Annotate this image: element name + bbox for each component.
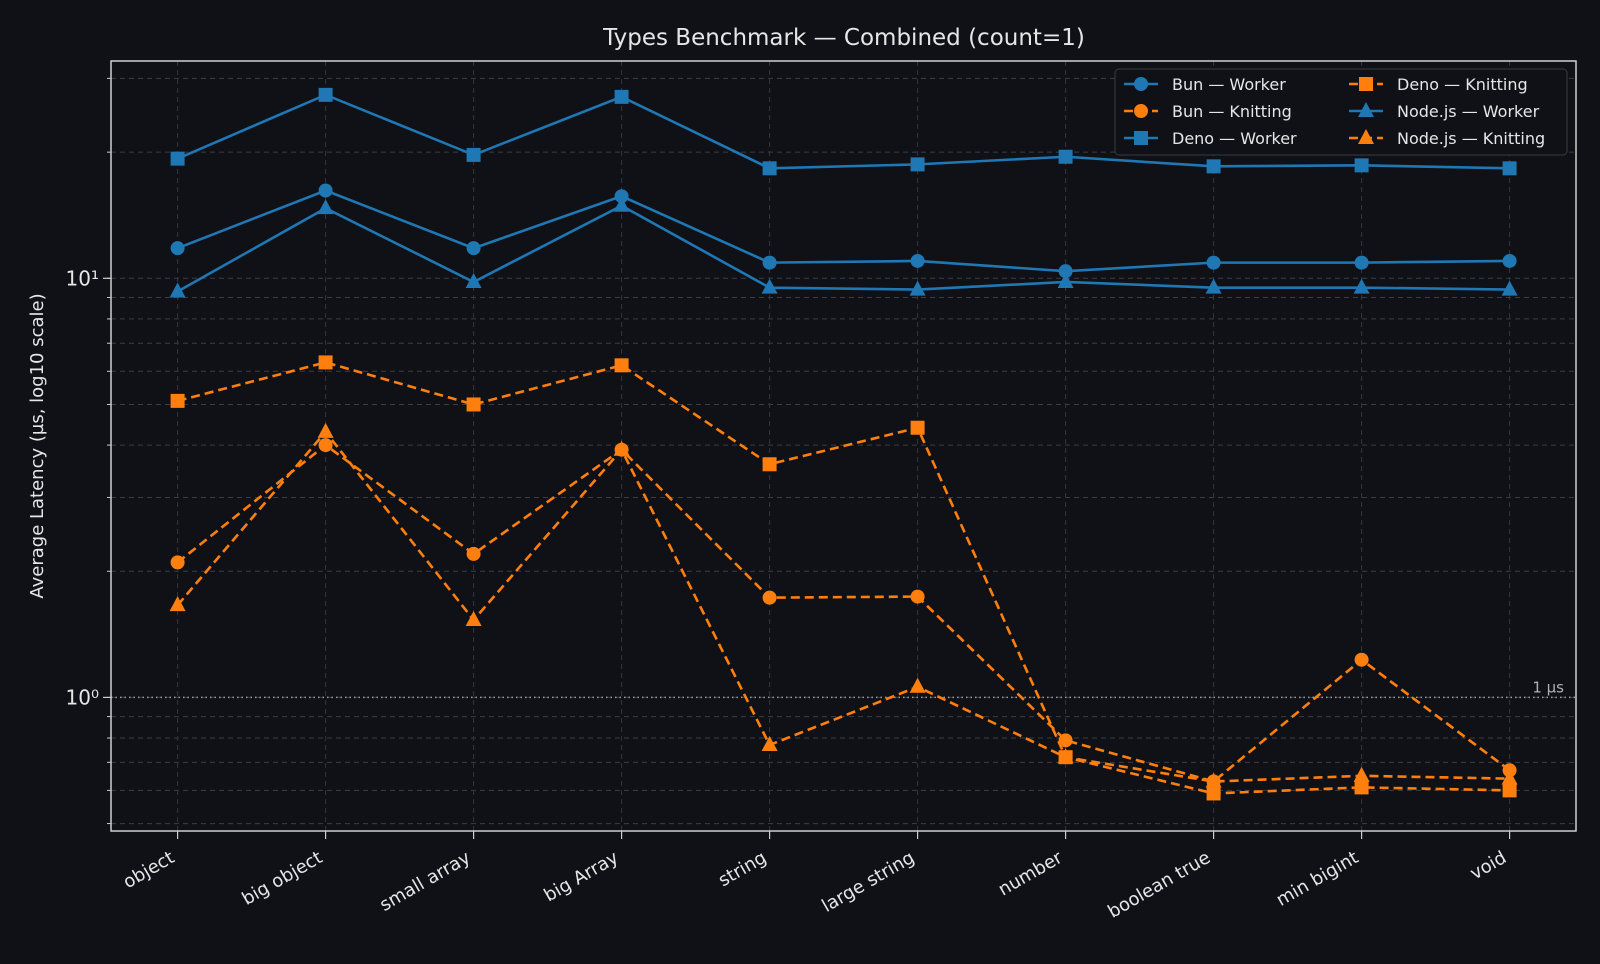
legend-entry: Node.js — Knitting [1349,129,1545,148]
legend-box [1114,68,1568,156]
data-point [762,457,777,472]
reference-line-group: 1 µs [111,678,1576,699]
data-point [1057,272,1074,288]
legend-label: Node.js — Worker [1397,102,1540,121]
data-point [910,589,925,604]
data-point [613,440,630,456]
data-point [909,677,926,693]
grid [111,61,1576,831]
data-point [1205,772,1222,788]
triangle-marker-icon [1358,129,1374,144]
data-point [170,393,185,408]
data-point [317,199,334,215]
data-point [169,596,186,612]
legend-label: Deno — Worker [1172,129,1297,148]
data-point [466,397,481,412]
data-point [170,151,185,166]
data-point [614,358,629,373]
data-point [614,189,629,204]
plot-frame [110,60,1577,832]
legend-entry: Deno — Worker [1124,129,1297,148]
data-point [762,255,777,270]
data-point [909,280,926,296]
data-point [613,196,630,212]
data-point [1205,278,1222,294]
series-line [177,93,1510,170]
series-deno-worker [170,87,1517,176]
y-tick-label: 10¹ [66,266,99,290]
data-point [170,241,185,256]
legend-entry: Bun — Knitting [1124,102,1292,121]
y-tick-label: 10⁰ [66,685,99,709]
legend-entry: Deno — Knitting [1349,75,1528,94]
data-point [1057,748,1074,764]
series-deno-knitting [170,355,1517,801]
series-node-js-worker [169,196,1518,298]
data-point [910,253,925,268]
data-point [1502,253,1517,268]
data-point [762,161,777,176]
data-point [318,355,333,370]
data-point [1354,158,1369,173]
data-point [465,611,482,627]
data-point [466,147,481,162]
data-point [318,87,333,102]
data-point [1501,769,1518,785]
data-point [1206,786,1221,801]
data-point [1501,280,1518,296]
data-point [1206,159,1221,174]
data-point [318,183,333,198]
data-point [761,278,778,294]
data-point [1353,278,1370,294]
series-line [176,204,1510,293]
data-point [1206,255,1221,270]
data-point [466,241,481,256]
data-point [761,735,778,751]
data-point [910,420,925,435]
data-point [318,438,333,453]
data-point [1502,783,1517,798]
data-point [762,590,777,605]
data-point [466,546,481,561]
series-line [176,443,1511,783]
legend-label: Deno — Knitting [1397,75,1528,94]
legend-entry: Node.js — Worker [1349,102,1540,121]
legend: Bun — Worker Bun — Knitting Deno — Worker D… [1114,68,1568,156]
data-point [1058,264,1073,279]
data-point [169,282,186,298]
series-node-js-knitting [169,422,1518,788]
legend-label: Node.js — Knitting [1397,129,1545,148]
data-point [1354,255,1369,270]
data-point [1502,161,1517,176]
chart-title: Types Benchmark — Combined (count=1) [602,25,1085,51]
square-marker-icon [1134,131,1148,145]
legend-label: Bun — Worker [1172,75,1286,94]
data-point [1058,733,1073,748]
series-line [176,429,1510,783]
data-point [614,89,629,104]
legend-label: Bun — Knitting [1172,102,1292,121]
data-point [317,422,334,438]
data-point [1354,652,1369,667]
series-group [169,87,1518,801]
data-point [465,272,482,288]
triangle-marker-icon [1358,102,1374,117]
reference-line-label: 1 µs [1532,678,1564,696]
data-point [170,555,185,570]
data-point [1058,149,1073,164]
y-axis-label: Average Latency (µs, log10 scale) [27,293,48,598]
y-axis: 10⁰ 10¹ [66,77,111,825]
series-bun-worker [170,183,1517,279]
square-marker-icon [1359,77,1373,91]
circle-marker-icon [1134,104,1148,118]
data-point [910,157,925,172]
data-point [1353,766,1370,782]
legend-entry: Bun — Worker [1124,75,1286,94]
data-point [1354,780,1369,795]
series-line [177,189,1510,273]
series-line [177,361,1510,795]
circle-marker-icon [1134,77,1148,91]
